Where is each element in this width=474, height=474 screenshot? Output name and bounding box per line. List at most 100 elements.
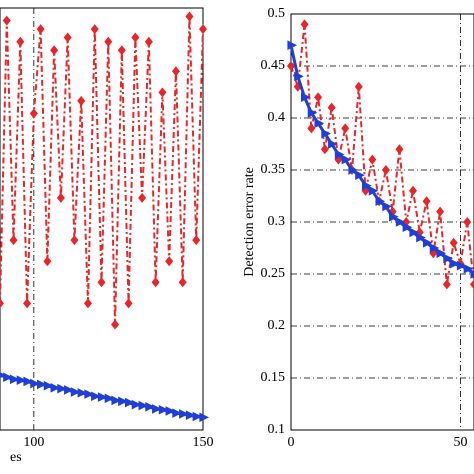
point-marker xyxy=(334,149,345,160)
x-tick-label: 150 xyxy=(193,435,214,450)
point-marker xyxy=(70,387,81,397)
point-marker xyxy=(361,180,372,191)
point-marker xyxy=(30,378,40,389)
x-tick-label: 100 xyxy=(23,435,44,450)
point-marker xyxy=(185,11,194,22)
point-marker xyxy=(199,24,207,35)
point-marker xyxy=(436,206,445,217)
point-marker xyxy=(9,235,18,246)
point-marker xyxy=(124,397,135,408)
point-marker xyxy=(368,186,379,196)
x-tick-label: 50 xyxy=(453,435,467,450)
point-marker xyxy=(402,222,413,232)
point-marker xyxy=(463,264,474,274)
point-marker xyxy=(16,36,25,47)
point-marker xyxy=(416,232,426,243)
point-marker xyxy=(355,170,365,180)
point-marker xyxy=(470,279,474,290)
x-axis-label: es xyxy=(10,450,22,465)
point-marker xyxy=(341,154,352,165)
point-marker xyxy=(37,379,47,390)
plot-frame xyxy=(290,13,474,431)
point-marker xyxy=(320,144,329,155)
point-marker xyxy=(138,192,147,203)
y-tick-label: 0.4 xyxy=(268,110,286,125)
y-axis-label: Detection error rate xyxy=(242,167,257,277)
point-marker xyxy=(300,19,309,30)
point-marker xyxy=(111,395,122,406)
point-marker xyxy=(50,45,59,56)
x-tick-label: 0 xyxy=(288,435,295,450)
y-tick-label: 0.25 xyxy=(261,266,286,281)
point-marker xyxy=(131,399,142,410)
y-tick-label: 0.15 xyxy=(261,370,286,385)
point-marker xyxy=(456,260,467,271)
point-marker xyxy=(111,319,120,330)
point-marker xyxy=(70,235,79,246)
point-marker xyxy=(199,412,209,423)
point-marker xyxy=(77,95,86,106)
point-marker xyxy=(165,406,176,416)
point-marker xyxy=(450,258,460,269)
point-marker xyxy=(389,212,399,222)
point-marker xyxy=(178,277,187,288)
point-marker xyxy=(381,165,390,175)
point-marker xyxy=(64,385,74,395)
point-marker xyxy=(409,227,419,238)
point-marker xyxy=(321,128,331,139)
point-marker xyxy=(348,165,358,175)
point-marker xyxy=(104,393,115,404)
point-marker xyxy=(354,81,363,92)
point-marker xyxy=(97,277,106,288)
point-marker xyxy=(192,235,201,246)
point-marker xyxy=(36,24,45,35)
point-marker xyxy=(23,298,32,309)
series-line xyxy=(289,44,474,276)
y-tick-label: 0.1 xyxy=(268,422,286,437)
point-marker xyxy=(144,36,153,47)
point-marker xyxy=(314,118,325,128)
y-tick-label: 0.45 xyxy=(261,58,286,73)
point-marker xyxy=(375,196,386,206)
y-tick-label: 0.5 xyxy=(268,6,286,21)
point-marker xyxy=(16,375,27,386)
point-marker xyxy=(449,237,458,248)
point-marker xyxy=(9,374,20,385)
point-marker xyxy=(77,388,88,398)
point-marker xyxy=(158,404,169,415)
series-line xyxy=(290,24,474,285)
point-marker xyxy=(307,108,318,118)
point-marker xyxy=(287,40,297,50)
point-marker xyxy=(422,196,431,207)
point-marker xyxy=(145,401,155,412)
point-marker xyxy=(470,269,474,279)
point-marker xyxy=(0,298,4,309)
point-marker xyxy=(443,253,453,264)
point-marker xyxy=(151,277,160,288)
point-marker xyxy=(97,392,108,402)
point-marker xyxy=(165,256,174,267)
point-marker xyxy=(382,201,392,212)
point-marker xyxy=(83,298,92,309)
point-marker xyxy=(287,61,295,71)
plot-frame xyxy=(0,7,204,431)
point-marker xyxy=(23,376,34,387)
point-marker xyxy=(158,87,167,98)
point-marker xyxy=(2,15,11,26)
point-marker xyxy=(185,410,196,421)
point-marker xyxy=(90,24,99,35)
y-tick-label: 0.2 xyxy=(268,318,286,333)
point-marker xyxy=(422,238,433,248)
point-marker xyxy=(463,217,472,227)
point-marker xyxy=(429,243,440,253)
point-marker xyxy=(29,108,38,119)
point-marker xyxy=(3,372,13,383)
y-tick-label: 0.35 xyxy=(261,162,286,177)
point-marker xyxy=(395,144,404,155)
point-marker xyxy=(307,123,316,134)
point-marker xyxy=(131,32,140,43)
point-marker xyxy=(172,408,182,418)
point-marker xyxy=(138,400,149,411)
point-marker xyxy=(117,45,126,56)
